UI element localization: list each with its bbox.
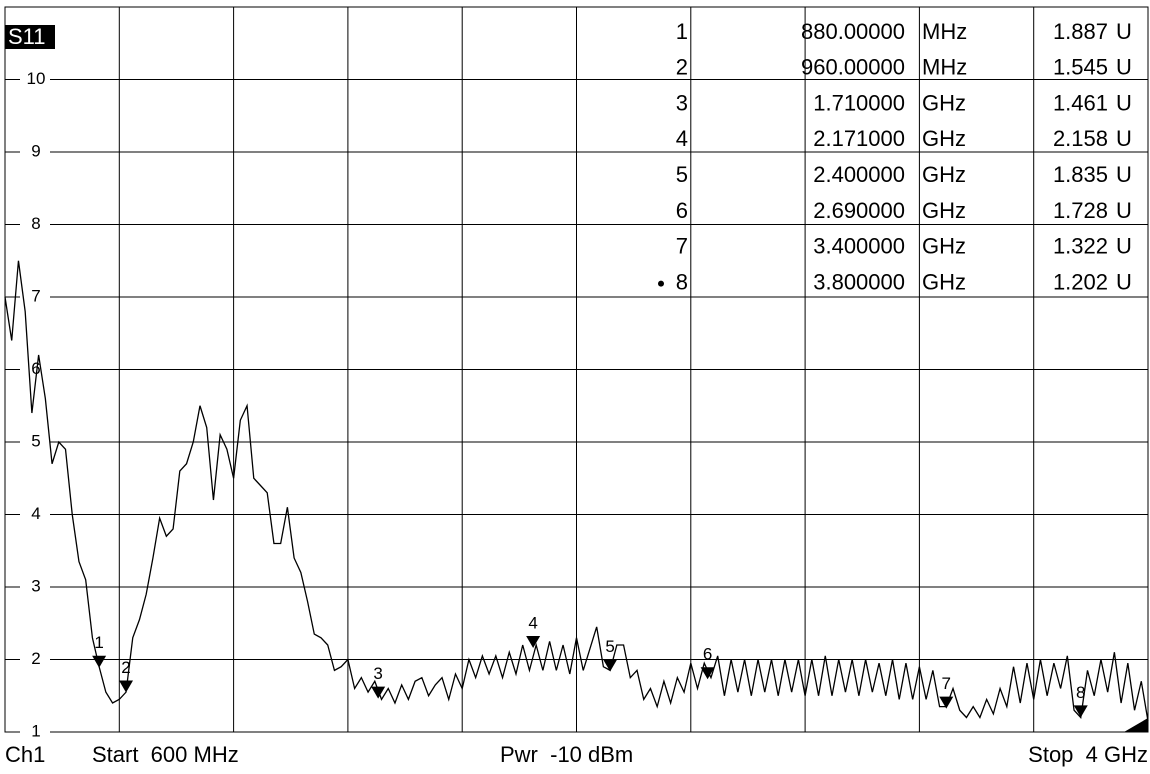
- y-tick-label-bg: [20, 650, 50, 669]
- marker-number: 2: [121, 658, 130, 677]
- marker-id: 4: [676, 126, 688, 151]
- y-tick-label: 3: [31, 576, 40, 595]
- marker-number: 3: [373, 664, 382, 683]
- y-tick-label-bg: [20, 433, 50, 451]
- marker-value-unit: U: [1116, 162, 1132, 187]
- marker-frequency-unit: GHz: [922, 234, 966, 259]
- y-tick-label-bg: [20, 505, 50, 524]
- marker-value: 1.322: [1053, 234, 1108, 259]
- marker-frequency-unit: GHz: [922, 269, 966, 294]
- channel-label: Ch1: [5, 742, 45, 767]
- marker-value-unit: U: [1116, 90, 1132, 115]
- marker-value-unit: U: [1116, 126, 1132, 151]
- marker-frequency: 880.00000: [801, 19, 905, 44]
- y-tick-label-bg: [20, 70, 50, 89]
- trace-label-box: [5, 25, 55, 49]
- y-tick-label-bg: [20, 143, 50, 161]
- marker-value: 1.887: [1053, 19, 1108, 44]
- marker-number: 5: [605, 637, 614, 656]
- marker-id: 6: [676, 198, 688, 223]
- marker-number: 8: [1076, 683, 1085, 702]
- marker-frequency: 960.00000: [801, 55, 905, 80]
- marker-frequency: 3.400000: [813, 234, 905, 259]
- y-tick-label: 10: [27, 69, 46, 88]
- marker-frequency-unit: GHz: [922, 126, 966, 151]
- stop-label: Stop 4 GHz: [1028, 742, 1148, 767]
- y-tick-label-bg: [20, 215, 50, 234]
- y-tick-label: 1: [31, 721, 40, 740]
- y-tick-label-bg: [20, 578, 50, 596]
- marker-frequency: 2.690000: [813, 198, 905, 223]
- y-tick-label: 7: [31, 286, 40, 305]
- marker-frequency-unit: GHz: [922, 90, 966, 115]
- marker-frequency: 3.800000: [813, 269, 905, 294]
- trace-label: S11: [8, 24, 46, 49]
- marker-frequency-unit: GHz: [922, 198, 966, 223]
- marker-triangle: [119, 680, 134, 693]
- marker-number: 1: [94, 633, 103, 652]
- y-tick-label-bg: [20, 288, 50, 306]
- marker-triangle: [939, 696, 954, 709]
- marker-number: 7: [942, 674, 951, 693]
- marker-frequency-unit: MHz: [922, 19, 967, 44]
- marker-number: 4: [528, 614, 537, 633]
- marker-triangle: [1073, 705, 1088, 718]
- start-label: Start 600 MHz: [92, 742, 239, 767]
- marker-id: 8: [676, 269, 688, 294]
- marker-id: 1: [676, 19, 688, 44]
- y-tick-label: 6: [31, 359, 40, 378]
- marker-value-unit: U: [1116, 198, 1132, 223]
- marker-triangle: [603, 659, 618, 672]
- trace-line: [4, 260, 1149, 722]
- y-tick-label-bg: [20, 723, 50, 741]
- y-tick-label: 5: [31, 431, 40, 450]
- marker-value: 1.835: [1053, 162, 1108, 187]
- marker-value-unit: U: [1116, 19, 1132, 44]
- y-tick-label: 9: [31, 141, 40, 160]
- marker-frequency-unit: GHz: [922, 162, 966, 187]
- marker-value-unit: U: [1116, 55, 1132, 80]
- y-tick-label: 8: [31, 214, 40, 233]
- marker-id: 5: [676, 162, 688, 187]
- end-indicator: [1124, 718, 1148, 732]
- marker-number: 6: [703, 645, 712, 664]
- marker-value-unit: U: [1116, 234, 1132, 259]
- marker-id: 2: [676, 55, 688, 80]
- marker-id: 3: [676, 90, 688, 115]
- y-tick-label: 4: [31, 504, 40, 523]
- marker-frequency: 2.171000: [813, 126, 905, 151]
- marker-triangle: [371, 686, 386, 699]
- marker-triangle: [526, 636, 541, 649]
- y-tick-label-bg: [20, 360, 50, 379]
- marker-value: 1.545: [1053, 55, 1108, 80]
- power-label: Pwr -10 dBm: [500, 742, 633, 767]
- marker-value: 1.728: [1053, 198, 1108, 223]
- marker-value: 1.461: [1053, 90, 1108, 115]
- marker-frequency-unit: MHz: [922, 55, 967, 80]
- marker-id: 7: [676, 234, 688, 259]
- active-marker-dot: [658, 280, 664, 287]
- marker-value: 1.202: [1053, 269, 1108, 294]
- marker-triangle: [92, 655, 107, 668]
- marker-value: 2.158: [1053, 126, 1108, 151]
- marker-frequency: 1.710000: [813, 90, 905, 115]
- y-tick-label: 2: [31, 649, 40, 668]
- marker-triangle: [700, 667, 715, 680]
- marker-frequency: 2.400000: [813, 162, 905, 187]
- marker-value-unit: U: [1116, 269, 1132, 294]
